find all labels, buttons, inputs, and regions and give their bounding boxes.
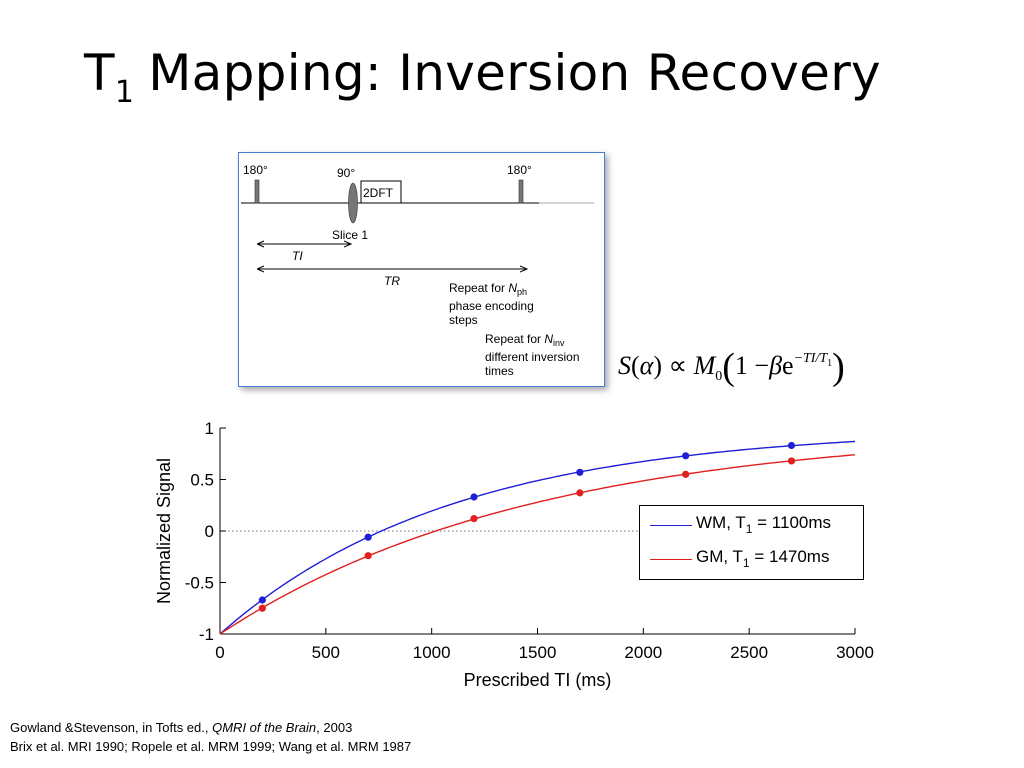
title-subscript: 1 (114, 75, 135, 110)
y-tick-label: -0.5 (185, 574, 214, 593)
label-2dft: 2DFT (363, 186, 393, 200)
x-tick-label: 500 (312, 643, 340, 662)
signal-recovery-chart: 0 500 1000 1500 2000 2500 3000 -1 -0.5 0 0.5 1 Presc… (140, 410, 900, 710)
label-ti: TI (292, 249, 303, 263)
repeat-inv-line2: different inversion (485, 350, 580, 364)
x-tick-label: 1500 (519, 643, 557, 662)
y-tick-label: 0 (205, 522, 214, 541)
title-rest: Mapping: Inversion Recovery (148, 44, 881, 102)
eq-beta: β (769, 351, 783, 380)
eq-lparen: ( (631, 351, 640, 380)
legend-wm-suffix: = 1100ms (752, 513, 832, 532)
x-tick-label: 1000 (413, 643, 451, 662)
eq-one-minus: 1 − (734, 351, 770, 380)
legend-label-gm: GM, T1 = 1470ms (696, 547, 829, 570)
legend-wm-prefix: WM, T (696, 513, 746, 532)
excitation-pulse (348, 182, 358, 224)
chart-legend: WM, T1 = 1100ms GM, T1 = 1470ms (639, 505, 864, 580)
repeat-inv-var: N (544, 332, 554, 346)
eq-proportional: ∝ (668, 351, 688, 380)
eq-rparen: ) (653, 351, 662, 380)
legend-item-wm: WM, T1 = 1100ms (640, 513, 863, 537)
ref1-a: Gowland &Stevenson, in Tofts ed., (10, 720, 213, 735)
repeat-ph-var: N (508, 281, 518, 295)
ref1-b: QMRI of the Brain (212, 720, 317, 735)
label-slice: Slice 1 (332, 228, 369, 242)
y-tick-label: 1 (205, 419, 214, 438)
inversion-pulse-left (254, 179, 260, 204)
legend-gm-suffix: = 1470ms (749, 547, 830, 566)
y-axis-label: Normalized Signal (154, 458, 174, 604)
repeat-ph-line2: phase encoding (449, 299, 534, 313)
data-point-wm (576, 468, 584, 476)
repeat-inversion-note: Repeat for Ninv different inversion time… (485, 332, 580, 378)
pulse-sequence-diagram: 180° 90° 2DFT 180° Slice 1 TI TR Repeat … (238, 152, 605, 387)
data-point-gm (364, 552, 372, 560)
data-point-wm (682, 452, 690, 460)
reference-line-1: Gowland &Stevenson, in Tofts ed., QMRI o… (10, 718, 411, 737)
legend-gm-sub: 1 (742, 556, 750, 570)
legend-line-gm (650, 559, 692, 560)
title-t: T (84, 44, 115, 102)
data-point-wm (787, 441, 796, 450)
label-180-right: 180° (507, 163, 532, 177)
x-tick-label: 2000 (624, 643, 662, 662)
legend-label-wm: WM, T1 = 1100ms (696, 513, 831, 536)
legend-item-gm: GM, T1 = 1470ms (640, 547, 863, 571)
y-tick-label: 0.5 (190, 471, 214, 490)
reference-line-2: Brix et al. MRI 1990; Ropele et al. MRM … (10, 739, 412, 754)
inversion-pulse-right (518, 179, 524, 204)
label-180-left: 180° (243, 163, 268, 177)
eq-big-rparen: ) (832, 346, 845, 388)
repeat-phase-note: Repeat for Nph phase encoding steps (449, 281, 534, 327)
slide-title: T1 Mapping: Inversion Recovery (84, 38, 984, 128)
label-tr: TR (384, 274, 400, 288)
x-tick-label: 2500 (730, 643, 768, 662)
data-point-wm (364, 533, 372, 541)
repeat-ph-line3: steps (449, 313, 478, 327)
sequence-graphic (241, 179, 594, 386)
data-point-gm (682, 470, 690, 478)
eq-m: M (693, 351, 716, 380)
label-90: 90° (337, 166, 356, 180)
data-point-wm (470, 493, 478, 501)
legend-gm-prefix: GM, T (696, 547, 743, 566)
repeat-inv-line3: times (485, 364, 514, 378)
series-line-gm (219, 454, 856, 635)
x-axis-label: Prescribed TI (ms) (464, 670, 612, 690)
repeat-inv-prefix: Repeat for (485, 332, 545, 346)
chart-svg: 0 500 1000 1500 2000 2500 3000 -1 -0.5 0 0.5 1 Presc… (154, 419, 874, 690)
references: Gowland &Stevenson, in Tofts ed., QMRI o… (10, 718, 411, 756)
data-point-wm (258, 596, 266, 604)
data-point-gm (787, 457, 796, 465)
repeat-ph-sub: ph (517, 287, 528, 297)
eq-exponent: −TI/T (793, 351, 828, 366)
x-tick-label: 0 (215, 643, 224, 662)
eq-s: S (618, 351, 631, 380)
x-tick-label: 3000 (836, 643, 874, 662)
eq-m-sub: 0 (715, 369, 723, 384)
signal-equation: S(α) ∝ M0(1 − βe−TI/T1) (618, 345, 893, 395)
legend-wm-sub: 1 (745, 522, 753, 536)
ref1-c: , 2003 (316, 720, 353, 735)
eq-big-lparen: ( (722, 346, 735, 388)
data-point-gm (470, 515, 478, 523)
y-tick-label: -1 (199, 625, 214, 644)
repeat-inv-sub: inv (553, 338, 565, 348)
eq-e: e (782, 351, 794, 380)
legend-line-wm (650, 525, 692, 526)
repeat-ph-prefix: Repeat for (449, 281, 509, 295)
eq-exponent-sub: 1 (827, 358, 833, 369)
series-line-wm (219, 440, 856, 635)
data-point-gm (576, 489, 584, 497)
data-point-gm (258, 604, 266, 612)
eq-alpha: α (639, 351, 654, 380)
readout-box (360, 180, 402, 204)
